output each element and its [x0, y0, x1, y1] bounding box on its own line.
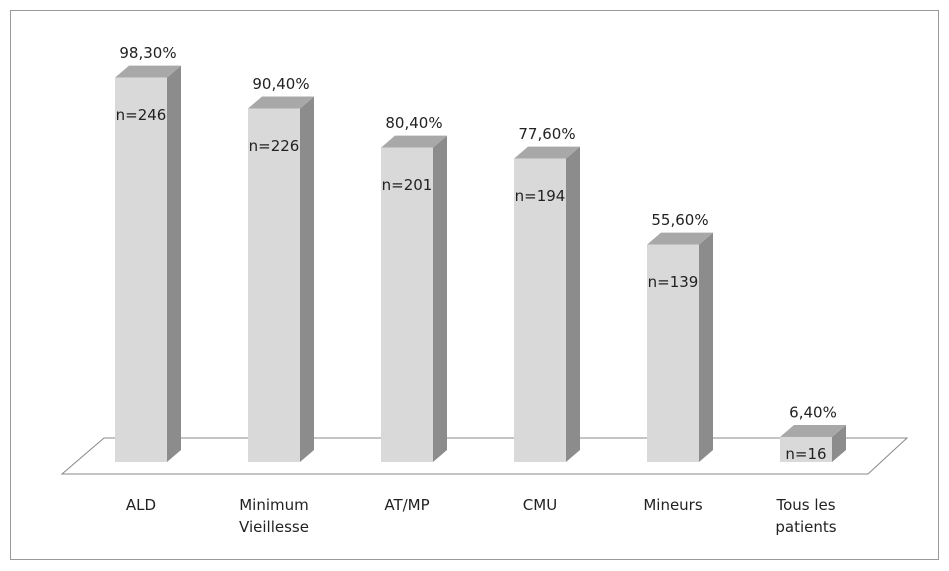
x-tick-label: Tous les patients	[775, 496, 837, 536]
value-label: 98,30%	[119, 44, 176, 62]
value-label: 90,40%	[252, 75, 309, 93]
bar-side	[167, 65, 181, 462]
count-label: n=246	[116, 106, 167, 124]
bar-side	[433, 135, 447, 463]
bar-top	[780, 424, 846, 437]
value-label: 80,40%	[385, 114, 442, 132]
x-tick-label: CMU	[522, 496, 558, 514]
bar-top	[647, 232, 713, 245]
count-label: n=201	[382, 176, 433, 194]
bar	[780, 436, 832, 462]
x-tick-label: ALD	[125, 496, 157, 514]
value-label: 55,60%	[651, 211, 708, 229]
bar-top	[381, 135, 447, 148]
x-tick-label: AT/MP	[384, 496, 430, 514]
x-tick-label: Minimum Vieillesse	[239, 496, 309, 536]
bar	[647, 244, 699, 462]
bar-side	[832, 424, 846, 462]
count-label: n=226	[249, 137, 300, 155]
bar-side	[699, 232, 713, 462]
bar-top	[514, 146, 580, 159]
count-label: n=194	[515, 187, 566, 205]
count-label: n=16	[785, 445, 826, 463]
bar	[381, 147, 433, 463]
bar-side	[300, 96, 314, 462]
bar	[248, 108, 300, 462]
bar	[115, 77, 167, 462]
value-label: 6,40%	[789, 403, 837, 421]
bar-top	[248, 96, 314, 109]
x-tick-label: Mineurs	[643, 496, 703, 514]
bar	[514, 158, 566, 463]
count-label: n=139	[648, 273, 699, 291]
value-label: 77,60%	[518, 125, 575, 143]
bar-side	[566, 146, 580, 463]
bar-top	[115, 65, 181, 78]
